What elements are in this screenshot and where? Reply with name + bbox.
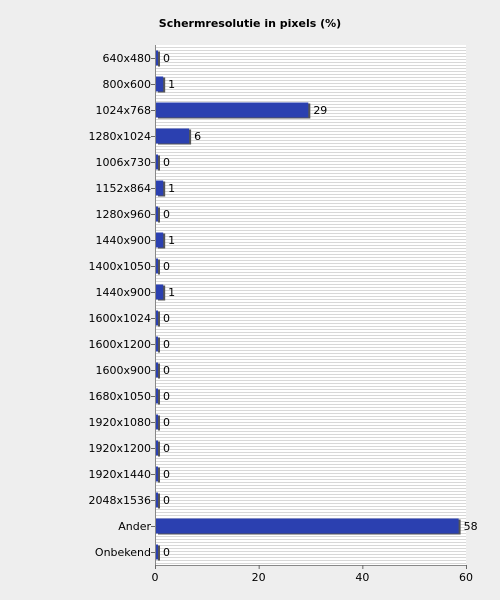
bar-shadow [158, 155, 160, 171]
bar [156, 440, 158, 456]
value-label: 29 [313, 104, 327, 117]
category-label: 1600x1200 [89, 338, 152, 351]
category-label: 1600x900 [96, 364, 152, 377]
x-tick-label: 20 [252, 571, 266, 584]
bar-shadow [158, 259, 160, 275]
value-label: 1 [168, 234, 175, 247]
bar-shadow [158, 51, 160, 67]
value-label: 0 [163, 260, 170, 273]
value-label: 0 [163, 468, 170, 481]
chart-title: Schermresolutie in pixels (%) [158, 17, 342, 30]
bar-shadow [158, 363, 160, 379]
value-label: 0 [163, 494, 170, 507]
bar [156, 336, 158, 352]
bar-shadow [158, 415, 160, 431]
category-label: 1600x1024 [89, 312, 152, 325]
value-label: 0 [163, 208, 170, 221]
value-label: 0 [163, 364, 170, 377]
bar [156, 102, 309, 118]
bar [156, 206, 158, 222]
bar-shadow [158, 311, 160, 327]
bar [156, 258, 158, 274]
category-label: 1680x1050 [89, 390, 152, 403]
bar-shadow [158, 337, 160, 353]
value-label: 0 [163, 416, 170, 429]
bar [156, 362, 158, 378]
value-label: 58 [464, 520, 478, 533]
value-label: 0 [163, 338, 170, 351]
bar [156, 492, 158, 508]
bar [156, 128, 190, 144]
category-label: 1152x864 [96, 182, 152, 195]
value-label: 1 [168, 78, 175, 91]
bar-shadow [158, 467, 160, 483]
value-label: 1 [168, 182, 175, 195]
category-label: 1440x900 [96, 286, 152, 299]
x-tick-label: 40 [355, 571, 369, 584]
value-label: 0 [163, 390, 170, 403]
category-label: Onbekend [95, 546, 151, 559]
value-label: 1 [168, 286, 175, 299]
bar [156, 284, 164, 300]
bar-shadow [158, 389, 160, 405]
bar-shadow [158, 545, 160, 561]
value-label: 0 [163, 156, 170, 169]
bar [156, 388, 158, 404]
bar-shadow [158, 493, 160, 509]
category-label: 2048x1536 [89, 494, 152, 507]
category-label: 1440x900 [96, 234, 152, 247]
category-label: 1024x768 [96, 104, 152, 117]
bar [156, 518, 459, 534]
value-label: 0 [163, 312, 170, 325]
bar [156, 414, 158, 430]
value-label: 0 [163, 52, 170, 65]
value-label: 0 [163, 442, 170, 455]
value-label: 0 [163, 546, 170, 559]
bar [156, 232, 164, 248]
category-label: 1400x1050 [89, 260, 152, 273]
bar [156, 76, 164, 92]
category-label: 640x480 [102, 52, 151, 65]
category-label: 1920x1440 [89, 468, 152, 481]
bar-shadow [158, 441, 160, 457]
category-label: 1280x960 [96, 208, 152, 221]
x-tick-label: 0 [152, 571, 159, 584]
x-tick-label: 60 [459, 571, 473, 584]
bar [156, 544, 158, 560]
category-label: 800x600 [102, 78, 151, 91]
bar-shadow [158, 207, 160, 223]
category-label: 1920x1080 [89, 416, 152, 429]
bar [156, 310, 158, 326]
category-label: 1006x730 [96, 156, 152, 169]
category-label: Ander [118, 520, 151, 533]
bar [156, 466, 158, 482]
category-label: 1920x1200 [89, 442, 152, 455]
value-label: 6 [194, 130, 201, 143]
bar [156, 180, 164, 196]
bar [156, 154, 158, 170]
category-label: 1280x1024 [89, 130, 152, 143]
bar [156, 50, 158, 66]
